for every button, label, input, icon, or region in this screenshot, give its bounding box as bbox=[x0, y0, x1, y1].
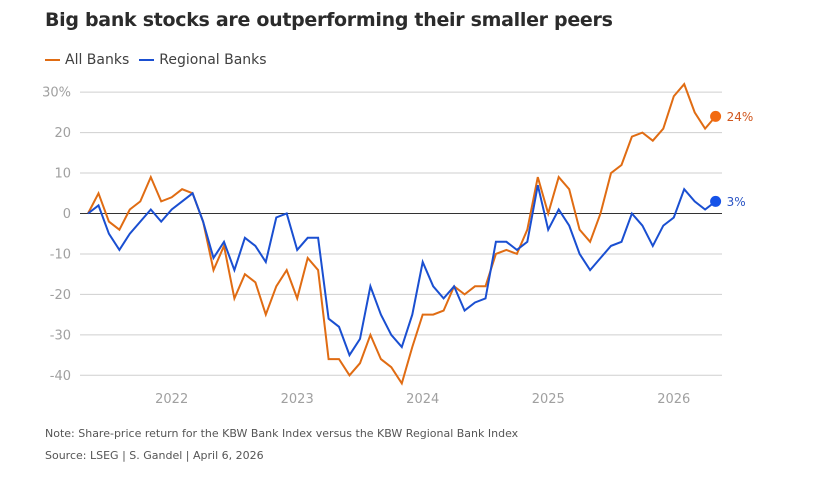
y-tick-label: -30 bbox=[50, 328, 71, 343]
legend-label-all-banks: All Banks bbox=[65, 52, 130, 68]
chart-note: Note: Share-price return for the KBW Ban… bbox=[45, 427, 519, 440]
y-tick-label: -10 bbox=[50, 247, 71, 262]
end-marker-all-banks bbox=[710, 110, 722, 122]
legend-item-all-banks: All Banks bbox=[45, 52, 129, 68]
y-tick-label: 0 bbox=[63, 207, 71, 222]
legend-swatch-regional-banks bbox=[139, 59, 155, 61]
series-line-all-banks bbox=[87, 82, 717, 386]
legend: All Banks Regional Banks bbox=[45, 52, 277, 68]
end-label-regional-banks: 3% bbox=[727, 195, 746, 209]
legend-label-regional-banks: Regional Banks bbox=[159, 52, 267, 68]
x-tick-label: 2026 bbox=[657, 392, 690, 407]
y-tick-label: 20 bbox=[54, 126, 71, 141]
y-tick-label: -40 bbox=[50, 369, 71, 384]
x-tick-label: 2023 bbox=[281, 392, 314, 407]
y-tick-label: -20 bbox=[50, 288, 71, 303]
series-line-regional-banks bbox=[87, 184, 717, 358]
legend-swatch-all-banks bbox=[45, 59, 60, 61]
x-tick-label: 2025 bbox=[532, 392, 565, 407]
chart-title: Big bank stocks are outperforming their … bbox=[45, 9, 613, 31]
legend-item-regional-banks: Regional Banks bbox=[139, 52, 267, 68]
end-label-all-banks: 24% bbox=[727, 110, 754, 124]
x-tick-label: 2022 bbox=[155, 392, 188, 407]
end-marker-regional-banks bbox=[710, 195, 722, 207]
y-tick-label: 10 bbox=[54, 167, 71, 182]
x-tick-label: 2024 bbox=[406, 392, 439, 407]
y-tick-label: 30% bbox=[42, 86, 71, 101]
chart-source: Source: LSEG | S. Gandel | April 6, 2026 bbox=[45, 449, 264, 462]
